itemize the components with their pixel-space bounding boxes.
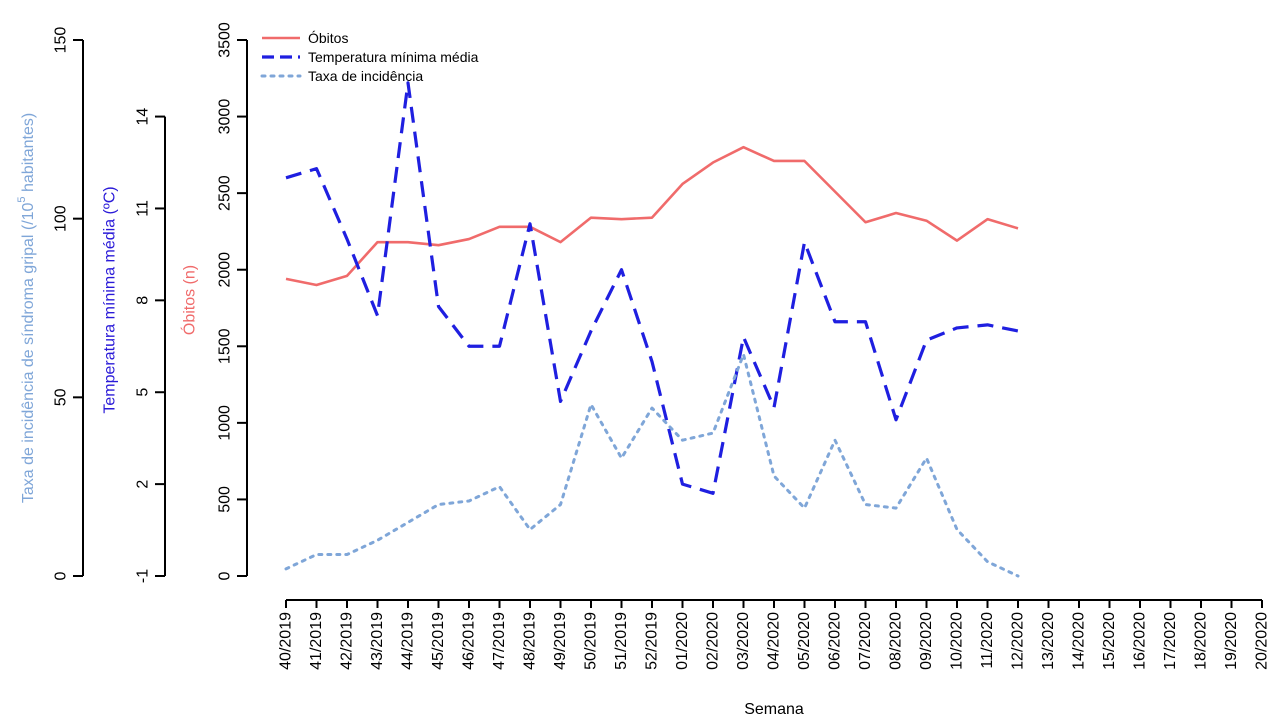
- temperature-axis-title: Temperatura mínima média (ºC): [102, 186, 119, 413]
- deaths-tick-label: 3500: [217, 22, 234, 58]
- x-tick-label: 20/2020: [1254, 612, 1270, 670]
- x-axis-title: Semana: [744, 701, 804, 718]
- series-line-incidence: [284, 352, 1020, 578]
- x-tick-label: 18/2020: [1193, 612, 1210, 670]
- incidence-axis-title: Taxa de incidência de síndroma gripal (/…: [16, 113, 37, 503]
- temperature-tick-label: 8: [135, 296, 152, 305]
- temperature-tick-label: 14: [135, 108, 152, 126]
- x-tick-label: 41/2019: [308, 612, 325, 670]
- x-tick-label: 11/2020: [979, 612, 996, 669]
- series-line-temperature: [285, 81, 1019, 495]
- x-tick-label: 49/2019: [552, 612, 569, 670]
- legend-label-incidence: Taxa de incidência: [308, 68, 423, 84]
- deaths-tick-label: 2500: [217, 175, 234, 211]
- x-tick-label: 07/2020: [857, 612, 874, 670]
- deaths-tick-label: 0: [217, 571, 234, 580]
- incidence-tick-label: 0: [53, 571, 70, 580]
- x-tick-label: 03/2020: [735, 612, 752, 670]
- x-tick-label: 50/2019: [583, 612, 600, 670]
- incidence-tick-label: 150: [53, 27, 70, 54]
- x-tick-label: 43/2019: [369, 612, 386, 670]
- x-tick-label: 02/2020: [705, 612, 722, 670]
- x-tick-label: 10/2020: [949, 612, 966, 670]
- incidence-tick-label: 100: [53, 205, 70, 232]
- x-tick-label: 04/2020: [766, 612, 783, 670]
- x-tick-label: 40/2019: [278, 612, 295, 670]
- x-tick-label: 19/2020: [1223, 612, 1240, 670]
- x-tick-label: 44/2019: [400, 612, 417, 670]
- x-tick-label: 51/2019: [613, 612, 630, 670]
- incidence-title-sup: 5: [16, 196, 28, 202]
- x-tick-label: 52/2019: [644, 612, 661, 670]
- x-tick-label: 05/2020: [796, 612, 813, 670]
- temperature-tick-label: -1: [135, 569, 152, 583]
- x-tick-label: 47/2019: [491, 612, 508, 670]
- incidence-axis: 0 50 100 150 Taxa de incidência de síndroma …: [16, 27, 84, 580]
- legend-label-temperature: Temperatura mínima média: [308, 49, 479, 65]
- x-tick-label: 42/2019: [339, 612, 356, 670]
- x-tick-label: 45/2019: [430, 612, 447, 670]
- temperature-tick-label: 11: [135, 200, 152, 217]
- deaths-axis-title: Óbitos (n): [180, 265, 199, 335]
- series-temperature: [285, 81, 1019, 495]
- x-tick-label: 48/2019: [522, 612, 539, 670]
- x-tick-label: 46/2019: [461, 612, 478, 670]
- x-tick-label: 15/2020: [1101, 612, 1118, 670]
- deaths-tick-label: 2000: [217, 252, 234, 288]
- x-tick-label: 12/2020: [1010, 612, 1027, 670]
- x-tick-label: 08/2020: [888, 612, 905, 670]
- x-axis: 40/2019 41/2019 42/2019 43/2019 44/2019 45/20…: [278, 599, 1270, 718]
- x-tick-label: 13/2020: [1040, 612, 1057, 670]
- temperature-axis: -1 2 5 8 11 14 Temperatura mínima média (ºC): [102, 108, 166, 583]
- x-tick-label: 16/2020: [1132, 612, 1149, 670]
- deaths-tick-label: 1000: [217, 405, 234, 441]
- temperature-tick-label: 5: [135, 388, 152, 397]
- incidence-tick-label: 50: [53, 388, 70, 406]
- x-tick-label: 17/2020: [1162, 612, 1179, 670]
- legend: Óbitos Temperatura mínima média Taxa de in…: [260, 30, 479, 84]
- x-tick-label: 06/2020: [827, 612, 844, 670]
- x-tick-label: 14/2020: [1071, 612, 1088, 670]
- legend-label-deaths: Óbitos: [308, 30, 348, 46]
- series-layer: [284, 81, 1020, 578]
- deaths-axis: 0 500 1000 1500 2000 2500 3000 3500 Óbitos (n): [180, 22, 248, 580]
- series-incidence: [284, 352, 1020, 578]
- x-tick-label: 01/2020: [674, 612, 691, 670]
- x-tick-label: 09/2020: [918, 612, 935, 670]
- incidence-title-pre: Taxa de incidência de síndroma gripal (/…: [20, 202, 37, 503]
- deaths-tick-label: 1500: [217, 328, 234, 364]
- incidence-title-post: habitantes): [20, 113, 37, 197]
- deaths-tick-label: 500: [217, 486, 234, 513]
- deaths-tick-label: 3000: [217, 99, 234, 135]
- temperature-tick-label: 2: [135, 480, 152, 489]
